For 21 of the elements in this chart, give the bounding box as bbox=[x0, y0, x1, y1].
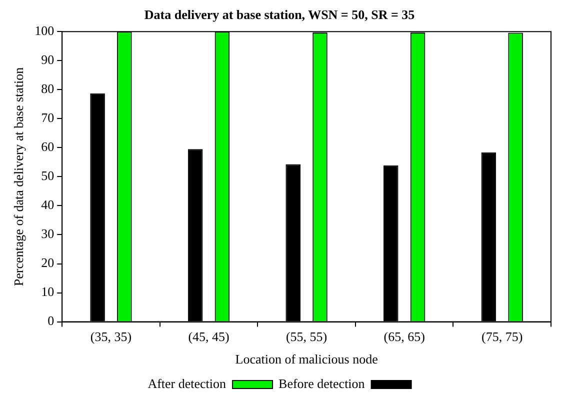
y-tick-label: 80 bbox=[41, 81, 54, 96]
x-axis-title: Location of malicious node bbox=[235, 352, 378, 367]
x-tick-label: (75, 75) bbox=[482, 329, 523, 344]
y-tick-label: 30 bbox=[41, 226, 54, 242]
y-tick-label: 20 bbox=[41, 255, 54, 270]
x-tick-label: (55, 55) bbox=[286, 329, 328, 344]
y-tick-label: 100 bbox=[34, 23, 54, 38]
chart-title: Data delivery at base station, WSN = 50, SR = 35 bbox=[144, 7, 416, 22]
x-tick-label: (65, 65) bbox=[384, 329, 425, 344]
y-tick-label: 0 bbox=[48, 313, 54, 328]
y-tick-label: 50 bbox=[41, 168, 54, 184]
legend-label: After detection bbox=[148, 376, 227, 391]
legend-label: Before detection bbox=[278, 376, 366, 391]
y-tick-label: 10 bbox=[41, 284, 54, 300]
y-tick-label: 60 bbox=[41, 139, 54, 154]
x-tick-label: (35, 35) bbox=[90, 329, 132, 344]
y-tick-label: 70 bbox=[41, 110, 54, 126]
y-axis-title: Percentage of data delivery at base station bbox=[11, 66, 26, 286]
x-tick-label: (45, 45) bbox=[188, 329, 230, 344]
y-tick-label: 40 bbox=[41, 197, 54, 212]
y-tick-label: 90 bbox=[41, 52, 54, 68]
